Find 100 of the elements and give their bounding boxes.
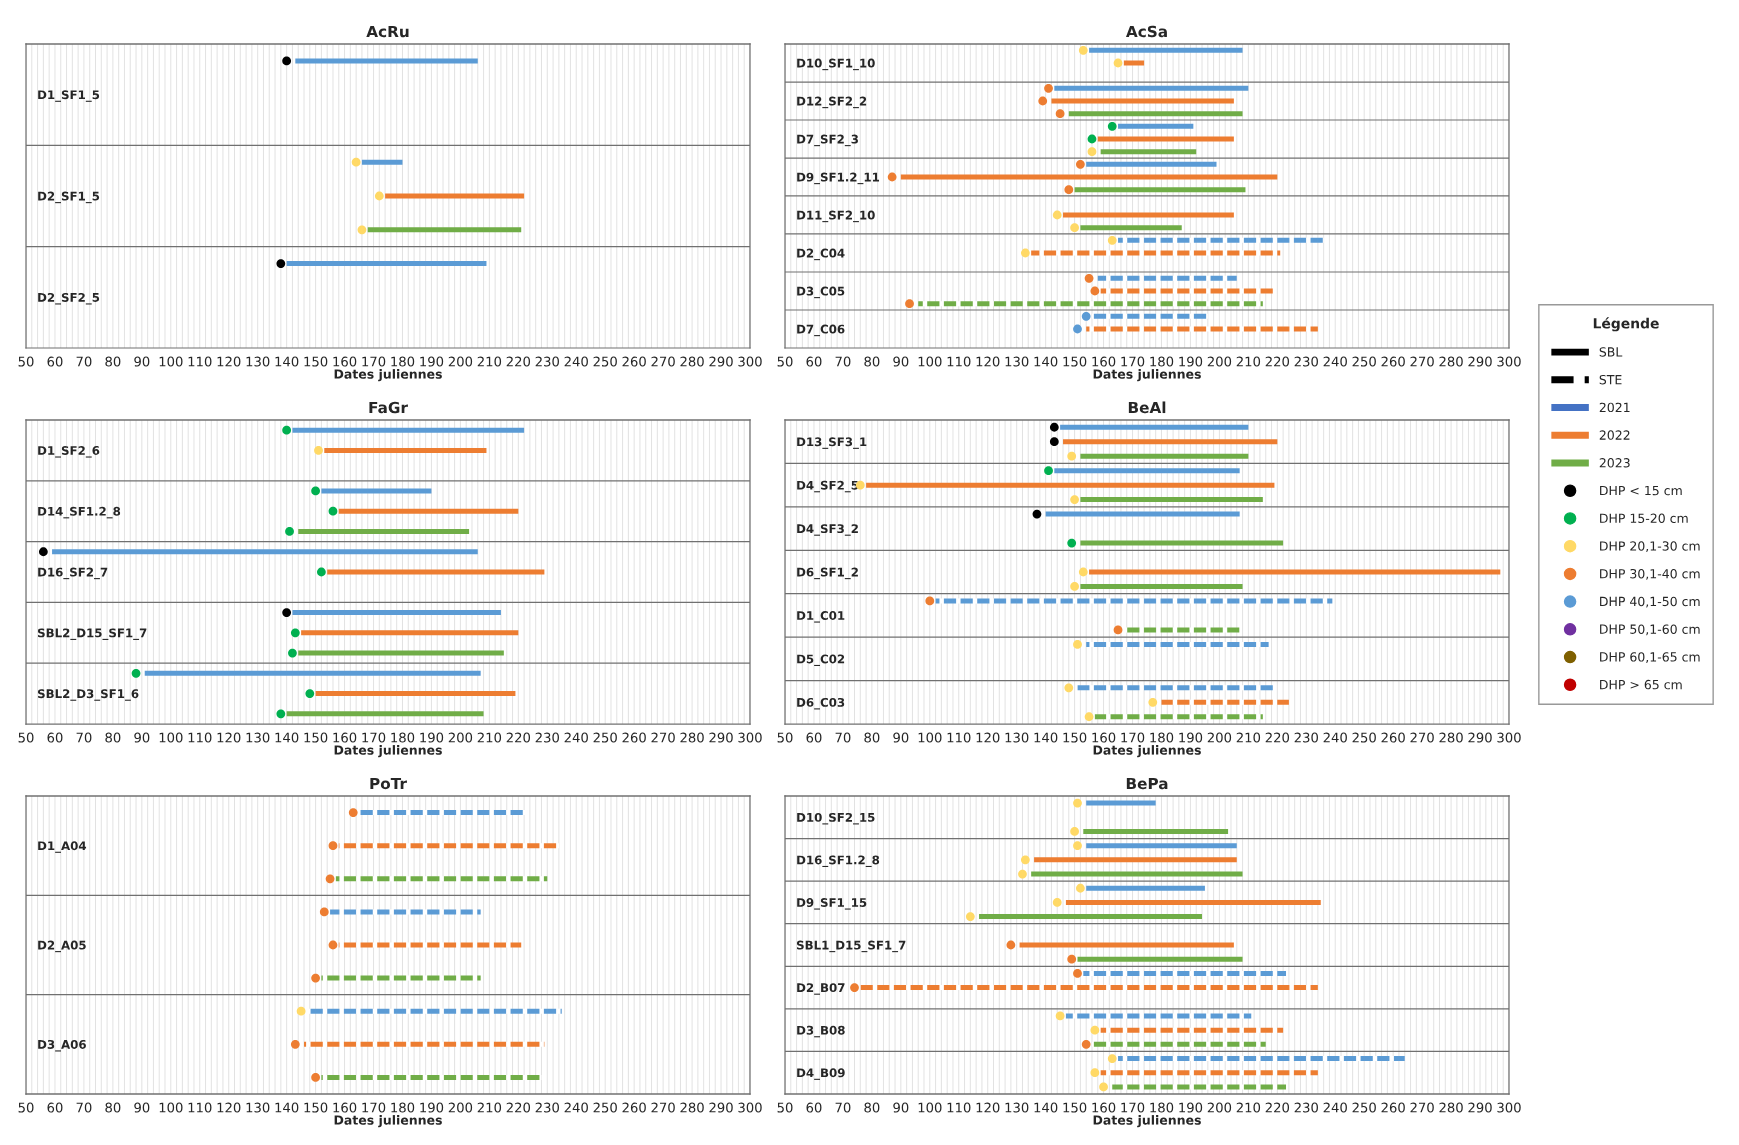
x-tick-label: 300 xyxy=(738,356,762,367)
point xyxy=(1049,422,1059,432)
x-tick-label: 240 xyxy=(564,1102,588,1113)
x-tick-label: 100 xyxy=(159,356,183,367)
point xyxy=(325,874,335,884)
y-tick-label: D11_SF2_10 xyxy=(797,210,875,223)
x-tick-label: 160 xyxy=(333,732,357,743)
x-tick-label: 80 xyxy=(864,1102,880,1113)
x-tick-label: 210 xyxy=(477,356,502,367)
point xyxy=(1070,495,1079,505)
point xyxy=(328,940,338,950)
legend-label: DHP 30,1-40 cm xyxy=(1600,568,1700,580)
x-tick-label: 160 xyxy=(1092,1102,1116,1113)
x-tick-label: 100 xyxy=(159,732,183,743)
x-tick-label: 190 xyxy=(1179,1102,1203,1113)
bar xyxy=(1063,212,1234,218)
x-tick-label: 200 xyxy=(1207,1102,1232,1113)
x-tick-label: 250 xyxy=(1352,1102,1376,1113)
x-tick-label: 140 xyxy=(275,1102,299,1113)
bar xyxy=(1086,885,1205,891)
bar xyxy=(304,1041,545,1047)
point xyxy=(1073,639,1082,649)
point xyxy=(1006,940,1016,950)
point xyxy=(1084,273,1094,283)
x-tick-label: 190 xyxy=(420,732,444,743)
x-tick-label: 90 xyxy=(134,732,150,743)
y-tick-label: D7_C06 xyxy=(797,324,845,337)
y-tick-label: D2_SF2_5 xyxy=(38,292,100,305)
x-tick-label: 170 xyxy=(362,732,386,743)
x-tick-label: 230 xyxy=(1294,732,1318,743)
x-tick-label: 130 xyxy=(1005,732,1029,743)
x-tick-label: 270 xyxy=(1410,732,1434,743)
y-tick-label: D7_SF2_3 xyxy=(797,134,858,147)
x-tick-label: 200 xyxy=(448,356,473,367)
point xyxy=(1064,185,1074,195)
bar xyxy=(1091,313,1208,319)
x-tick-label: 210 xyxy=(1236,1102,1261,1113)
x-tick-label: 180 xyxy=(1150,732,1174,743)
point xyxy=(317,567,326,577)
bar xyxy=(1060,424,1249,430)
point xyxy=(282,56,292,66)
x-tick-label: 250 xyxy=(593,732,617,743)
x-tick-label: 110 xyxy=(188,1102,212,1113)
point xyxy=(1148,697,1158,707)
bar xyxy=(1123,60,1145,66)
point xyxy=(348,808,358,817)
x-tick-label: 60 xyxy=(47,356,63,367)
bar xyxy=(321,488,432,494)
x-tick-label: 100 xyxy=(918,732,942,743)
bar xyxy=(1054,85,1249,91)
chart-title: BeAl xyxy=(1128,401,1166,414)
x-tick-label: 270 xyxy=(651,1102,675,1113)
bar xyxy=(321,975,481,981)
x-tick-label: 170 xyxy=(362,356,386,367)
x-tick-label: 150 xyxy=(304,1102,328,1113)
y-tick-label: SBL1_D15_SF1_7 xyxy=(796,940,906,953)
point xyxy=(319,907,329,917)
x-tick-label: 230 xyxy=(1294,356,1318,367)
bar xyxy=(979,914,1203,920)
y-tick-label: SBL2_D3_SF1_6 xyxy=(37,689,139,701)
point xyxy=(351,157,361,167)
point xyxy=(1049,437,1059,447)
legend-label: SBL xyxy=(1599,347,1623,357)
x-axis-title: Dates juliennes xyxy=(1093,745,1201,758)
x-tick-label: 170 xyxy=(1121,356,1145,367)
x-tick-label: 300 xyxy=(1497,356,1521,367)
x-tick-label: 210 xyxy=(477,732,502,743)
bar xyxy=(315,691,516,697)
bar xyxy=(1065,899,1321,905)
bar xyxy=(1031,871,1243,877)
x-tick-label: 130 xyxy=(246,356,270,367)
point xyxy=(1055,109,1065,119)
bar xyxy=(335,876,548,882)
legend-label: DHP > 65 cm xyxy=(1600,679,1682,690)
x-tick-label: 100 xyxy=(918,356,942,367)
x-tick-label: 50 xyxy=(777,732,793,743)
bar xyxy=(1100,1070,1318,1076)
point xyxy=(38,547,48,557)
x-tick-label: 150 xyxy=(304,732,328,743)
x-tick-label: 220 xyxy=(506,732,531,743)
x-axis-title: Dates juliennes xyxy=(1093,1115,1201,1128)
y-tick-label: D1_C01 xyxy=(797,611,845,623)
point xyxy=(282,608,292,617)
x-tick-label: 140 xyxy=(1034,732,1058,743)
x-tick-label: 280 xyxy=(1439,1102,1463,1113)
x-tick-label: 170 xyxy=(362,1102,386,1113)
x-tick-label: 240 xyxy=(1323,1102,1347,1113)
bar xyxy=(1031,250,1281,256)
point xyxy=(1084,712,1094,722)
x-tick-label: 300 xyxy=(1497,1102,1521,1113)
bar xyxy=(52,549,478,555)
y-tick-label: SBL2_D15_SF1_7 xyxy=(37,628,147,640)
point xyxy=(1078,45,1088,55)
legend-label: 2023 xyxy=(1599,458,1630,468)
text: Légende xyxy=(1593,317,1659,332)
point xyxy=(887,172,897,182)
x-tick-label: 80 xyxy=(864,356,880,367)
x-tick-label: 150 xyxy=(1063,732,1087,743)
bar xyxy=(1094,714,1263,720)
point xyxy=(357,225,367,235)
